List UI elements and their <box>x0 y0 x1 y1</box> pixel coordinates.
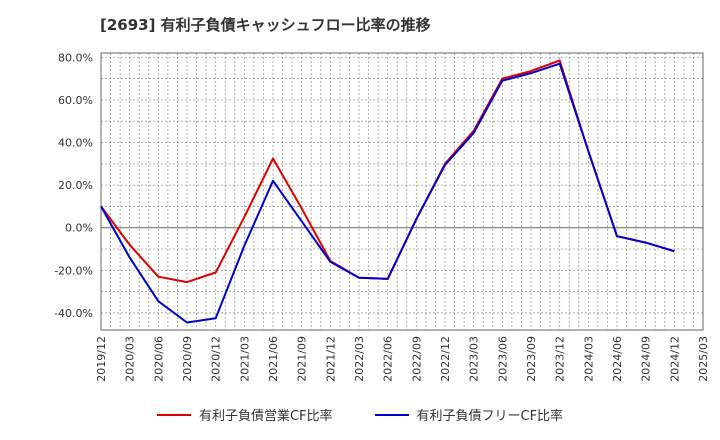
y-tick-labels: 80.0% 60.0% 40.0% 20.0% 0.0% -20.0% -40.0% <box>54 51 93 320</box>
y-tick-label: 60.0% <box>58 94 93 107</box>
x-tick-label: 2025/03 <box>697 336 710 382</box>
grid <box>101 53 703 330</box>
x-tick-label: 2022/03 <box>353 336 366 382</box>
series-lines <box>100 59 675 324</box>
legend: 有利子負債営業CF比率 有利子負債フリーCF比率 <box>0 405 720 424</box>
axes <box>100 52 704 331</box>
legend-swatch-red <box>156 413 191 416</box>
x-tick-label: 2024/12 <box>668 336 681 382</box>
legend-swatch-blue <box>374 413 409 416</box>
legend-label: 有利子負債フリーCF比率 <box>416 409 564 424</box>
legend-item-operating-cf: 有利子負債営業CF比率 <box>156 405 333 424</box>
x-tick-label: 2023/09 <box>525 336 538 382</box>
x-tick-label: 2022/12 <box>439 336 452 382</box>
x-tick-label: 2020/12 <box>210 336 223 382</box>
x-tick-label: 2024/06 <box>611 336 624 382</box>
series-line-1 <box>100 62 675 324</box>
y-tick-label: 0.0% <box>65 222 93 235</box>
x-tick-label: 2022/09 <box>410 336 423 382</box>
x-tick-label: 2022/06 <box>382 336 395 382</box>
x-tick-label: 2021/06 <box>267 336 280 382</box>
y-tick-label: 80.0% <box>58 51 93 64</box>
y-tick-label: -20.0% <box>54 264 93 277</box>
legend-item-free-cf: 有利子負債フリーCF比率 <box>374 405 564 424</box>
chart-title: [2693] 有利子負債キャッシュフロー比率の推移 <box>100 16 431 34</box>
plot-frame <box>100 52 704 331</box>
x-tick-label: 2020/09 <box>181 336 194 382</box>
x-tick-label: 2021/09 <box>296 336 309 382</box>
x-tick-label: 2023/06 <box>496 336 509 382</box>
x-tick-labels: 2019/12 2020/03 2020/06 2020/09 2020/12 2021/… <box>95 336 710 382</box>
x-tick-label: 2019/12 <box>95 336 108 382</box>
y-tick-label: -40.0% <box>54 307 93 320</box>
x-tick-label: 2021/03 <box>238 336 251 382</box>
x-tick-label: 2020/06 <box>152 336 165 382</box>
x-tick-label: 2024/03 <box>582 336 595 382</box>
y-tick-label: 40.0% <box>58 136 93 149</box>
x-tick-label: 2024/09 <box>640 336 653 382</box>
legend-label: 有利子負債営業CF比率 <box>198 409 333 424</box>
y-tick-label: 20.0% <box>58 179 93 192</box>
x-tick-label: 2021/12 <box>324 336 337 382</box>
x-tick-label: 2023/12 <box>554 336 567 382</box>
x-tick-label: 2020/03 <box>124 336 137 382</box>
x-tick-label: 2023/03 <box>468 336 481 382</box>
